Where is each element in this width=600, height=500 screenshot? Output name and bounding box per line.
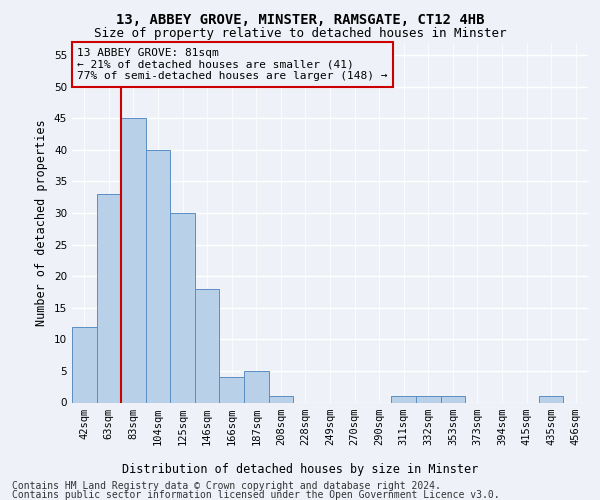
Bar: [72, 326, 97, 402]
Bar: [97, 194, 121, 402]
Bar: [391, 396, 416, 402]
Text: Contains HM Land Registry data © Crown copyright and database right 2024.: Contains HM Land Registry data © Crown c…: [12, 481, 441, 491]
Text: Distribution of detached houses by size in Minster: Distribution of detached houses by size …: [122, 462, 478, 475]
Text: Contains public sector information licensed under the Open Government Licence v3: Contains public sector information licen…: [12, 490, 500, 500]
Bar: [146, 150, 170, 403]
Y-axis label: Number of detached properties: Number of detached properties: [35, 119, 49, 326]
Bar: [416, 396, 440, 402]
Bar: [195, 289, 220, 403]
Bar: [269, 396, 293, 402]
Text: 13 ABBEY GROVE: 81sqm
← 21% of detached houses are smaller (41)
77% of semi-deta: 13 ABBEY GROVE: 81sqm ← 21% of detached …: [77, 48, 388, 81]
Bar: [170, 213, 195, 402]
Bar: [440, 396, 465, 402]
Bar: [244, 371, 269, 402]
Text: Size of property relative to detached houses in Minster: Size of property relative to detached ho…: [94, 28, 506, 40]
Text: 13, ABBEY GROVE, MINSTER, RAMSGATE, CT12 4HB: 13, ABBEY GROVE, MINSTER, RAMSGATE, CT12…: [116, 12, 484, 26]
Bar: [121, 118, 146, 403]
Bar: [539, 396, 563, 402]
Bar: [220, 377, 244, 402]
